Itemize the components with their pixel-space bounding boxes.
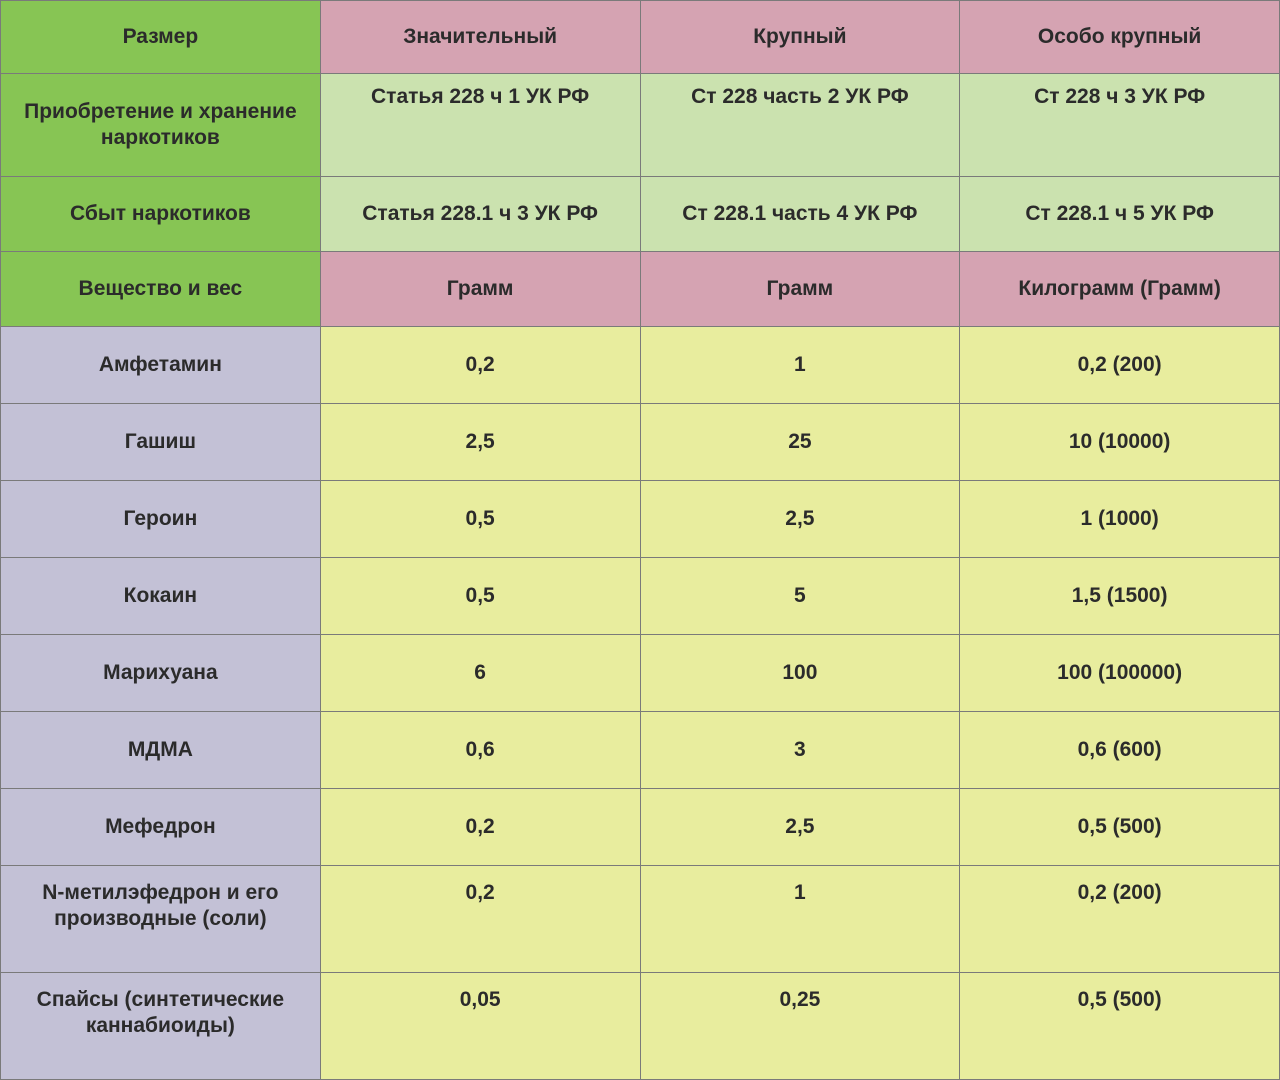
substance-value: 0,6 (600) [960, 712, 1280, 789]
header-acquire-col-2: Ст 228 ч 3 УК РФ [960, 74, 1280, 177]
substance-value: 1 [640, 327, 960, 404]
substance-value: 1,5 (1500) [960, 558, 1280, 635]
header-substance-label: Вещество и вес [1, 252, 321, 327]
header-sale-col-0: Статья 228.1 ч 3 УК РФ [320, 177, 640, 252]
header-size-col-0: Значительный [320, 1, 640, 74]
substance-value: 0,05 [320, 973, 640, 1080]
substance-name: Мефедрон [1, 789, 321, 866]
substance-name: МДМА [1, 712, 321, 789]
substance-name: Гашиш [1, 404, 321, 481]
substance-value: 10 (10000) [960, 404, 1280, 481]
substance-value: 3 [640, 712, 960, 789]
substance-value: 0,5 [320, 481, 640, 558]
substance-value: 0,25 [640, 973, 960, 1080]
substance-value: 100 [640, 635, 960, 712]
substance-name: Спайсы (синтетические каннабиоиды) [1, 973, 321, 1080]
substance-value: 0,5 (500) [960, 789, 1280, 866]
header-sale-col-1: Ст 228.1 часть 4 УК РФ [640, 177, 960, 252]
substance-value: 0,6 [320, 712, 640, 789]
substance-name: N-метилэфедрон и его производные (соли) [1, 866, 321, 973]
header-unit-col-0: Грамм [320, 252, 640, 327]
substance-value: 2,5 [640, 789, 960, 866]
substance-value: 0,5 [320, 558, 640, 635]
substance-value: 6 [320, 635, 640, 712]
header-unit-col-1: Грамм [640, 252, 960, 327]
substance-value: 0,2 [320, 866, 640, 973]
header-sale-col-2: Ст 228.1 ч 5 УК РФ [960, 177, 1280, 252]
header-sale-label: Сбыт наркотиков [1, 177, 321, 252]
header-acquire-label: Приобретение и хранение наркотиков [1, 74, 321, 177]
substance-name: Амфетамин [1, 327, 321, 404]
substance-value: 100 (100000) [960, 635, 1280, 712]
header-acquire-col-1: Ст 228 часть 2 УК РФ [640, 74, 960, 177]
substance-value: 2,5 [320, 404, 640, 481]
substance-value: 0,2 [320, 327, 640, 404]
substance-value: 0,2 (200) [960, 327, 1280, 404]
header-acquire-col-0: Статья 228 ч 1 УК РФ [320, 74, 640, 177]
substance-value: 1 (1000) [960, 481, 1280, 558]
substance-name: Героин [1, 481, 321, 558]
substance-value: 25 [640, 404, 960, 481]
header-size-col-2: Особо крупный [960, 1, 1280, 74]
substance-value: 0,5 (500) [960, 973, 1280, 1080]
header-unit-col-2: Килограмм (Грамм) [960, 252, 1280, 327]
substance-value: 2,5 [640, 481, 960, 558]
substance-value: 1 [640, 866, 960, 973]
header-size-label: Размер [1, 1, 321, 74]
drug-threshold-table: РазмерЗначительныйКрупныйОсобо крупный Пр… [0, 0, 1280, 1080]
header-size-col-1: Крупный [640, 1, 960, 74]
substance-name: Кокаин [1, 558, 321, 635]
substance-value: 0,2 (200) [960, 866, 1280, 973]
substance-name: Марихуана [1, 635, 321, 712]
substance-value: 0,2 [320, 789, 640, 866]
substance-value: 5 [640, 558, 960, 635]
